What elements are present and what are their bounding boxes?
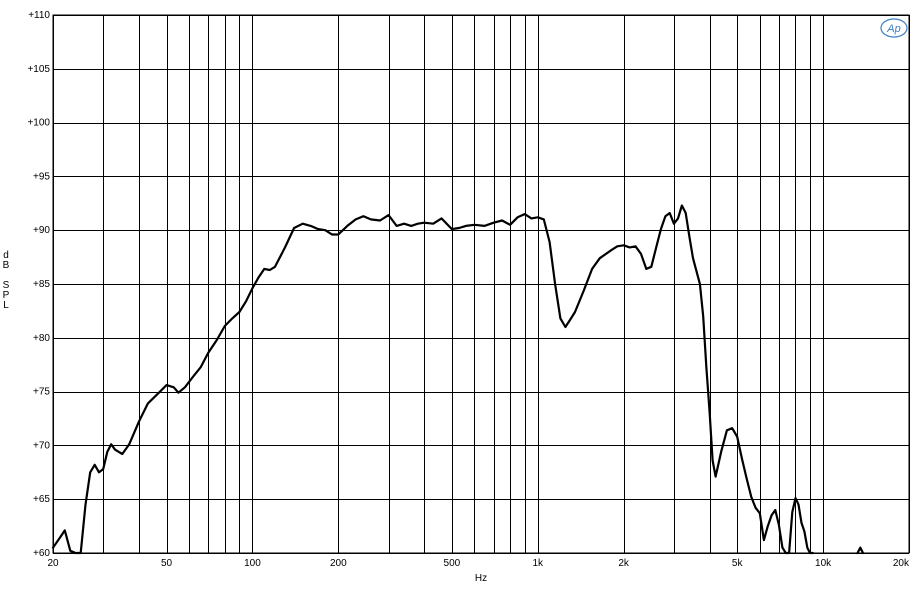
x-tick-label: 1k (532, 558, 544, 569)
y-tick-labels: +60 +65 +70 +75 +80 +85 +90 +95 +100 +105 +110 (27, 10, 50, 559)
x-tick-label: 50 (161, 558, 173, 569)
y-tick-label: +105 (27, 64, 50, 75)
y-tick-label: +70 (33, 440, 50, 451)
x-tick-label: 200 (330, 558, 347, 569)
x-tick-label: 100 (244, 558, 261, 569)
y-tick-label: +80 (33, 333, 50, 344)
x-tick-label: 2k (618, 558, 630, 569)
y-axis-label-char: P (3, 290, 10, 301)
y-axis-label-char: B (3, 260, 10, 271)
ap-logo: Ap (880, 18, 908, 38)
y-tick-label: +90 (33, 225, 50, 236)
plot-border (52, 14, 910, 554)
y-tick-label: +110 (28, 10, 50, 21)
y-tick-label: +95 (33, 171, 50, 182)
x-tick-label: 20 (47, 558, 59, 569)
x-tick-label: 5k (732, 558, 744, 569)
x-tick-label: 500 (444, 558, 461, 569)
y-tick-label: +85 (33, 279, 50, 290)
y-axis-label-char: S (3, 280, 10, 291)
series-line (51, 204, 865, 555)
y-tick-label: +75 (33, 387, 50, 398)
ap-logo-oval (880, 18, 908, 38)
y-tick-label: +60 (33, 548, 50, 559)
y-axis-label-char: d (3, 250, 9, 261)
x-tick-labels: 20 50 100 200 500 1k 2k 5k 10k 20k (47, 558, 910, 569)
x-tick-label: 10k (815, 558, 832, 569)
y-axis-label-char: L (3, 300, 9, 311)
y-tick-label: +65 (33, 494, 50, 505)
x-axis-label: Hz (475, 573, 487, 584)
y-tick-label: +100 (27, 118, 50, 129)
x-tick-label: 20k (893, 558, 910, 569)
ap-logo-text: Ap (886, 23, 900, 35)
